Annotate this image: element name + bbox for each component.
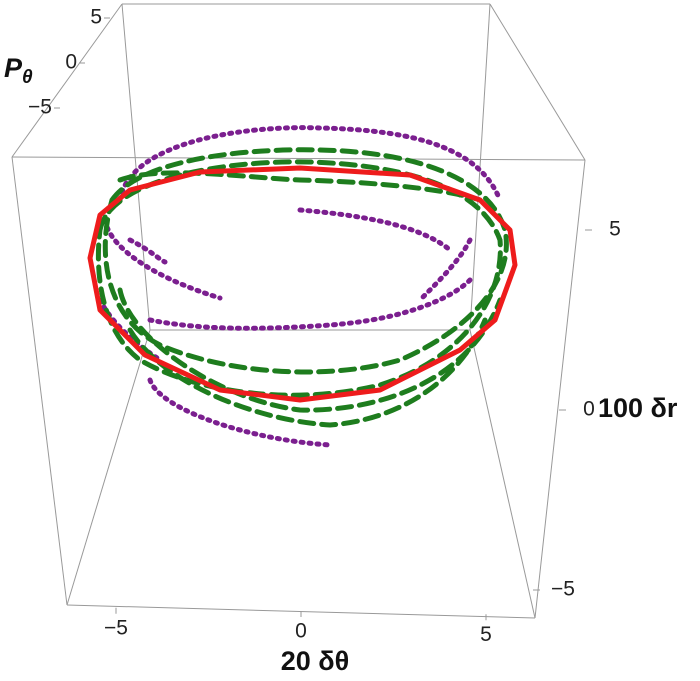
y-tick-label: 5 — [609, 218, 621, 241]
y-tick-label: −5 — [551, 578, 575, 601]
dashed-curve — [102, 147, 509, 375]
x-tick-label: 5 — [480, 623, 492, 646]
z-axis-label: Pθ — [4, 53, 33, 88]
z-tick-label: 5 — [90, 6, 102, 29]
z-tick-label: −5 — [28, 96, 52, 119]
x-tick-label: 0 — [295, 620, 307, 643]
trajectories — [87, 125, 518, 448]
z-tick-label: 0 — [65, 51, 77, 74]
z-axis-label-sub: θ — [22, 67, 33, 88]
dotted-curve — [97, 125, 503, 448]
dashed-curve — [117, 170, 503, 428]
z-axis-label-main: P — [4, 53, 23, 83]
x-tick-label: −5 — [104, 616, 128, 639]
y-axis-label: 100 δr — [598, 393, 678, 423]
y-tick-label: 0 — [583, 398, 595, 421]
dashed-curve — [95, 159, 503, 398]
x-axis-label: 20 δθ — [281, 646, 350, 676]
solid-curve — [87, 165, 518, 403]
